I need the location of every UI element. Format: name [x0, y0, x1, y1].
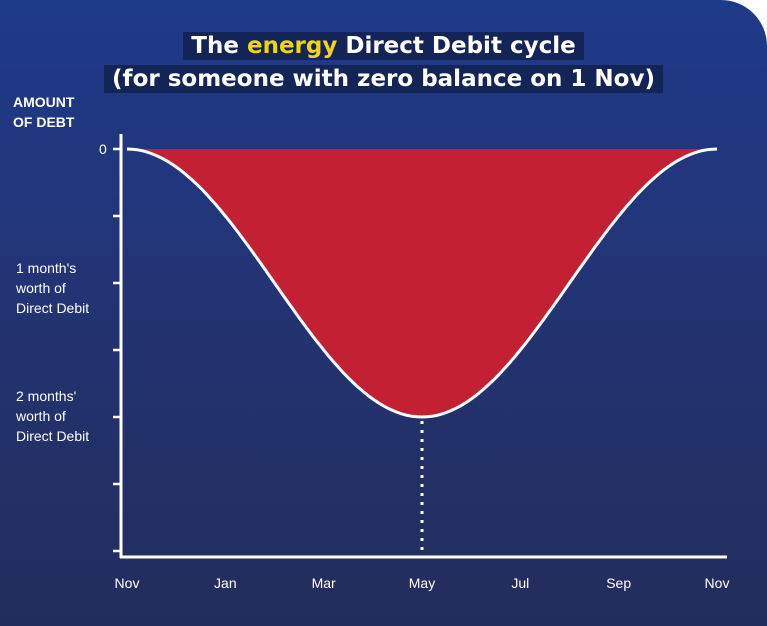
x-tick-label-mar-2: Mar	[312, 575, 336, 591]
debt-area	[127, 149, 717, 417]
chart-title-box: The energy Direct Debit cycle	[183, 32, 584, 60]
y-tick-label-2-months: 2 months' worth of Direct Debit	[16, 386, 89, 446]
y-axis-title-line-2: OF DEBT	[13, 114, 75, 130]
y-axis-title-line-1: AMOUNT	[13, 94, 75, 110]
debt-curve-line	[126, 147, 718, 419]
x-tick-label-nov-6: Nov	[705, 575, 730, 591]
x-tick-label-nov-0: Nov	[115, 575, 140, 591]
y-tick-label-zero: 0	[99, 141, 107, 157]
y-tick-label-1-month: 1 month's worth of Direct Debit	[16, 258, 89, 318]
y-tick-2-line-2: worth of	[16, 408, 66, 424]
x-tick-labels: Nov Jan Mar May Jul Sep Nov	[115, 575, 730, 591]
chart-subtitle-text: (for someone with zero balance on 1 Nov)	[104, 65, 663, 93]
title-part-1: The	[191, 33, 247, 59]
title-part-3: Direct Debit cycle	[337, 33, 576, 59]
y-axis-title: AMOUNT OF DEBT	[13, 92, 74, 132]
y-tick-2-line-3: Direct Debit	[16, 428, 90, 444]
y-tick-1-line-2: worth of	[16, 280, 66, 296]
x-tick-label-jul-4: Jul	[511, 575, 529, 591]
x-tick-label-may-3: May	[409, 575, 435, 591]
x-tick-label-jan-1: Jan	[214, 575, 237, 591]
y-tick-2-line-1: 2 months'	[16, 388, 77, 404]
y-ticks	[113, 147, 121, 553]
x-tick-label-sep-5: Sep	[606, 575, 631, 591]
y-tick-1-line-1: 1 month's	[16, 260, 77, 276]
title-highlight-energy: energy	[246, 33, 338, 59]
chart-title: The energy Direct Debit cycle	[0, 32, 767, 60]
y-tick-1-line-3: Direct Debit	[16, 300, 90, 316]
chart-subtitle: (for someone with zero balance on 1 Nov)	[0, 65, 767, 93]
